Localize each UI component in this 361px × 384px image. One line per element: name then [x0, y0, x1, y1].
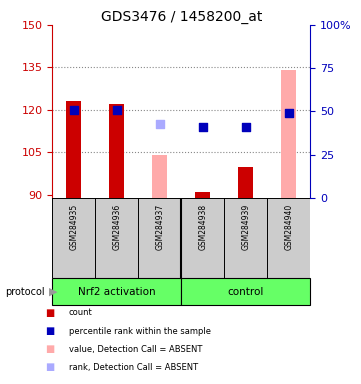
Text: value, Detection Call = ABSENT: value, Detection Call = ABSENT — [69, 344, 202, 354]
Bar — [238, 167, 253, 198]
Point — [243, 124, 249, 130]
Text: GSM284939: GSM284939 — [242, 204, 251, 250]
Text: ■: ■ — [45, 308, 55, 318]
Bar — [195, 192, 210, 198]
Text: ■: ■ — [45, 344, 55, 354]
Bar — [282, 70, 296, 198]
Point — [157, 121, 163, 127]
Bar — [66, 101, 81, 198]
Text: GSM284938: GSM284938 — [199, 204, 208, 250]
Text: control: control — [228, 287, 264, 297]
Text: GSM284936: GSM284936 — [112, 204, 121, 250]
Text: protocol: protocol — [5, 287, 45, 297]
Text: percentile rank within the sample: percentile rank within the sample — [69, 326, 210, 336]
Text: GSM284940: GSM284940 — [284, 204, 293, 250]
Text: ■: ■ — [45, 326, 55, 336]
Point — [286, 110, 292, 116]
Text: ■: ■ — [45, 362, 55, 372]
Text: GSM284935: GSM284935 — [69, 204, 78, 250]
Point — [71, 107, 77, 113]
Text: Nrf2 activation: Nrf2 activation — [78, 287, 156, 297]
Title: GDS3476 / 1458200_at: GDS3476 / 1458200_at — [101, 10, 262, 24]
Bar — [152, 155, 168, 198]
Text: GSM284937: GSM284937 — [155, 204, 164, 250]
Point — [200, 124, 206, 130]
Point — [114, 107, 120, 113]
Bar — [181, 278, 310, 305]
Text: ▶: ▶ — [49, 287, 57, 297]
Bar — [109, 104, 125, 198]
Text: count: count — [69, 308, 92, 318]
Text: rank, Detection Call = ABSENT: rank, Detection Call = ABSENT — [69, 362, 198, 372]
Bar — [52, 278, 182, 305]
